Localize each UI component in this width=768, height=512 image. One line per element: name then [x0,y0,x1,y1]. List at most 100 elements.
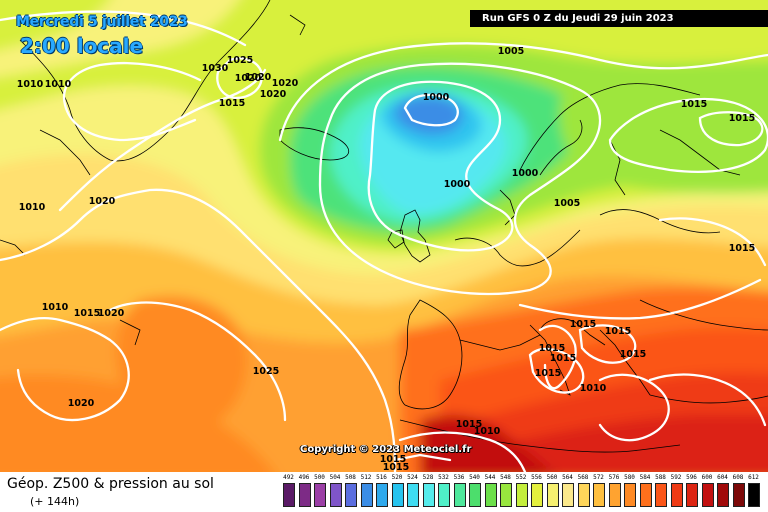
isobar-label: 1000 [444,179,471,190]
legend-tick-label: 612 [748,474,759,481]
legend-tick-label: 552 [515,474,527,481]
isobar-label: 1020 [235,73,262,84]
z500-shading [0,0,768,472]
legend-tick-label: 532 [438,474,449,481]
isobar-label: 1015 [570,319,596,330]
legend-color-swatch [484,483,497,507]
legend-tick-label: 596 [686,474,697,481]
legend-tick-label: 516 [376,474,387,481]
isobar-label: 1000 [512,168,539,179]
legend-color-swatch [329,483,342,507]
legend-tick-label: 600 [701,474,713,481]
legend-color-swatch [469,483,481,507]
legend-color-swatch [345,483,357,507]
isobar-label: 1015 [219,98,245,109]
legend-tick-label: 604 [717,474,728,481]
legend-color-swatch [593,483,605,507]
footer-bar: Géop. Z500 & pression au sol (+ 144h) 49… [0,472,768,512]
copyright-notice: Copyright © 2023 Meteociel.fr [300,444,472,455]
legend-tick-label: 548 [500,474,511,481]
legend-tick-label: 572 [593,474,604,481]
isobar-label: 1025 [253,366,279,377]
legend-tick-label: 500 [314,474,325,481]
legend-color-swatch [732,483,745,507]
isobar-label: 1015 [605,326,631,337]
isobars [0,10,768,472]
isobar-label: 1010 [19,202,46,213]
legend-tick-label: 564 [562,474,573,481]
coastlines [0,0,768,453]
isobar-label: 1015 [729,243,755,254]
isobar-label: 1015 [456,419,482,430]
legend-color-swatch [298,483,311,507]
isobar-label: 1015 [380,454,406,465]
legend-color-swatch [438,483,450,507]
isobar-label: 1020 [68,398,95,409]
isobar-label: 1020 [260,89,287,100]
legend-color-swatch [562,483,574,507]
legend-tick-label: 544 [484,474,496,481]
legend-color-swatch [639,483,652,507]
isobar-labels: 1010 101010301025102010201020102010151000… [17,46,755,472]
legend-tick-label: 592 [670,474,682,481]
isobar-label: 1010 [580,383,607,394]
legend-color-swatch [531,483,543,507]
legend-tick-label: 580 [624,474,635,481]
legend-color-swatch [283,483,295,507]
isobar-label: 1010 [474,426,501,437]
legend-color-swatch [624,483,636,507]
legend-color-swatch [515,483,528,507]
isobar-label: 1010 [45,79,72,90]
legend-tick-label: 588 [655,474,666,481]
field-title: Géop. Z500 & pression au sol [7,476,214,492]
legend-tick-label: 496 [298,474,310,481]
isobar-label: 1015 [620,349,646,360]
isobar-label: 1015 [383,462,409,472]
legend-color-swatch [376,483,388,507]
legend-color-swatch [500,483,512,507]
isobar-label: 1015 [74,308,100,319]
isobar-label: 1020 [98,308,125,319]
legend-color-swatch [546,483,559,507]
local-time-title: 2:00 locale [20,34,144,58]
isobar-label: 1010 [17,79,44,90]
legend-tick-label: 528 [422,474,434,481]
isobar-label: 1015 [535,368,561,379]
legend-color-swatch [717,483,729,507]
legend-tick-label: 520 [391,474,403,481]
legend-color-swatch [655,483,667,507]
geopotential-map: 1010 101010301025102010201020102010151000… [0,0,768,472]
isobar-label: 1005 [554,198,580,209]
legend-color-swatch [407,483,419,507]
date-title: Mercredi 5 juillet 2023 [16,14,188,30]
legend-color-swatch [453,483,466,507]
isobar-label: 1010 [42,302,69,313]
legend-tick-label: 576 [608,474,620,481]
legend-color-swatch [748,483,760,507]
legend-tick-label: 540 [469,474,480,481]
isobar-label: 1015 [550,353,576,364]
legend-color-swatch [701,483,714,507]
isobar-label: 1015 [729,113,755,124]
legend-tick-label: 512 [360,474,372,481]
legend-color-swatch [360,483,373,507]
legend-tick-label: 608 [732,474,744,481]
legend-color-swatch [608,483,621,507]
legend-tick-label: 568 [577,474,589,481]
isobar-label: 1015 [681,99,707,110]
legend-tick-label: 524 [407,474,418,481]
isobar-label: 1005 [498,46,524,57]
legend-tick-label: 560 [546,474,558,481]
legend-color-swatch [577,483,590,507]
isobar-label: 1020 [245,72,272,83]
isobar-label: 1020 [272,78,299,89]
isobar-label: 1025 [227,55,253,66]
legend-color-swatch [670,483,683,507]
legend-tick-label: 508 [345,474,356,481]
legend-tick-label: 556 [531,474,542,481]
legend-tick-label: 584 [639,474,651,481]
legend-tick-label: 492 [283,474,294,481]
isobar-label: 1015 [539,343,565,354]
isobar-label: 1020 [89,196,116,207]
